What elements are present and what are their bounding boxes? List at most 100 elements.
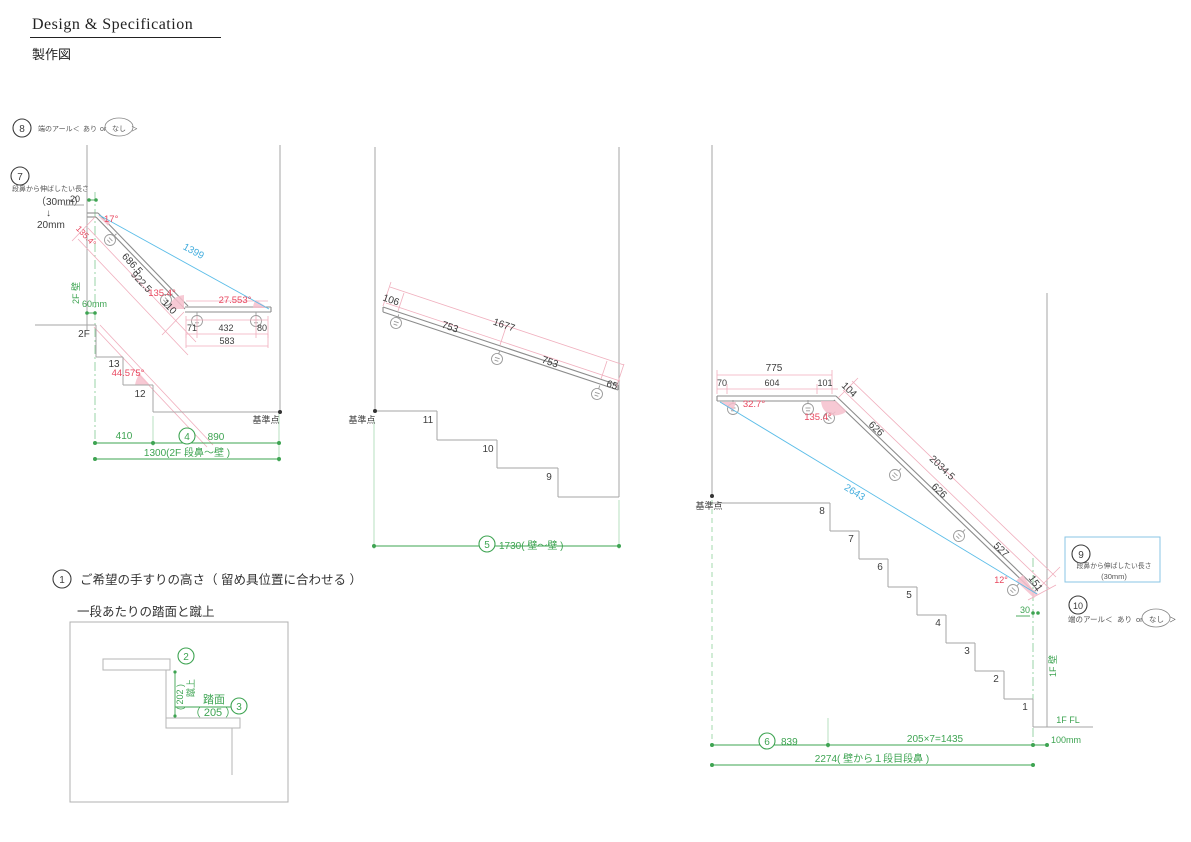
note-8-circle [12,118,32,138]
note-10-or: or [1136,615,1143,624]
note-1-text: ご希望の手すりの高さ（ 留め具位置に合わせる ） [80,572,362,587]
middle-red-dimensions [382,281,625,389]
step-13: 13 [108,359,120,370]
wall-2f-label: 2F 壁 [70,282,81,304]
datum-point [278,410,282,414]
note-7-circle [10,166,30,186]
bracket-icon [802,400,814,415]
note-9-circle [1071,544,1091,564]
title-block: Design & Specification 製作図 [30,16,222,63]
note-5-circle [478,535,496,553]
note-5-number: 5 [484,540,490,551]
title-ja: 製作図 [32,47,72,62]
riser-label: 蹴上 [185,679,196,697]
middle-green-dimensions [372,420,621,549]
right-walls [711,145,1048,747]
dim-753-a: 753 [440,320,460,336]
middle-stair-steps [375,410,619,498]
dim-30: 30 [1020,605,1030,615]
step-1: 1 [1022,702,1028,713]
note-10-option-ari: あり [1117,615,1132,624]
note-8-or: or [100,126,107,133]
dim-104: 104 [839,380,859,400]
note-8-close: ＞ [131,126,138,133]
dim-60mm: 60mm [82,299,107,309]
dim-101: 101 [817,378,832,388]
note-10-selection-ellipse [1141,608,1171,628]
note-6-circle [758,732,776,750]
dim-626-b: 626 [929,481,949,501]
dim-65: 65 [605,379,620,393]
dim-1300: 1300(2F 段鼻～壁 ) [144,446,230,459]
step-9: 9 [546,472,552,483]
note-8-option-nashi: なし [112,125,126,133]
datum-label: 基準点 [348,414,375,425]
step-5: 5 [906,590,912,601]
note-6-number: 6 [764,737,770,748]
step-3: 3 [964,646,970,657]
angle-135-4: 135.4° [804,412,832,423]
note-8-selection-ellipse [104,117,134,137]
angle-arc [1020,575,1033,590]
step-8: 8 [819,506,825,517]
dim-100mm: 100mm [1051,735,1081,745]
note-8-label: 端のアール＜ [38,124,80,133]
dim-432: 432 [218,323,233,333]
right-red-dimensions [716,370,1061,601]
tread-label: 踏面 [203,692,225,706]
left-diagram: 20 17° 135.4° 1399 686.5 922.5 110 135.4… [35,145,282,462]
note-1: 1 ご希望の手すりの高さ（ 留め具位置に合わせる ） [52,569,362,589]
step-4: 4 [935,618,941,629]
datum-label: 基準点 [252,414,279,425]
note-8: 8 端のアール＜ あり or なし ＞ [12,117,138,138]
dim-71: 71 [187,323,197,333]
left-red-dimensions [71,216,269,448]
angle-arc [821,401,847,416]
note-10-close: ＞ [1169,615,1177,624]
dim-1399: 1399 [181,242,206,262]
note-9-number: 9 [1078,550,1084,561]
note-3-circle [230,697,248,715]
angle-32-7: 32.7° [743,399,765,410]
note-3-number: 3 [236,702,242,713]
left-walls [86,145,281,443]
dim-20: 20 [70,194,80,204]
note-10-number: 10 [1073,601,1083,611]
step-11: 11 [423,415,434,426]
angle-12: 12° [994,575,1008,585]
note-4-number: 4 [184,432,190,443]
dim-205x7: 205×7=1435 [907,734,964,745]
right-handrail [716,395,1038,593]
angle-bend-135: 135.4° [148,288,176,299]
note-8-option-ari: あり [83,125,97,133]
note-2-circle [177,647,195,665]
dim-527: 527 [991,540,1011,560]
angle-44-575: 44.575° [112,368,145,379]
step-detail: 一段あたりの踏面と蹴上 2 ( 202 ) 蹴上 踏面 （ 205 ） 3 [69,604,289,803]
note-8-number: 8 [19,124,25,135]
note-10-option-nashi: なし [1149,615,1164,624]
dim-583: 583 [219,336,234,346]
angle-17: 17° [104,214,119,225]
dim-626-a: 626 [866,419,886,439]
dim-70: 70 [717,378,727,388]
note-7-line1: 段鼻から伸ばしたい長さ [12,184,89,193]
right-stair-steps [712,502,1093,728]
title-en: Design & Specification [30,16,222,38]
note-4-circle [178,427,196,445]
note-1-number: 1 [59,575,65,586]
middle-handrail [382,306,619,391]
step-10: 10 [482,444,494,455]
bracket-icon [953,529,966,542]
angle-arc [169,295,184,309]
bracket-icon [1007,583,1020,596]
middle-diagram: 基準点 106 753 1677 753 65 11 10 9 5 1730( … [348,147,625,553]
riser-value: ( 202 ) [175,684,185,710]
dim-839: 839 [781,737,798,748]
step-2: 2 [993,674,999,685]
step-detail-box [69,621,289,803]
left-stair-steps [35,324,280,413]
left-handrail [87,212,272,313]
note-10: 10 端のアール＜ あり or なし ＞ [1068,595,1177,628]
